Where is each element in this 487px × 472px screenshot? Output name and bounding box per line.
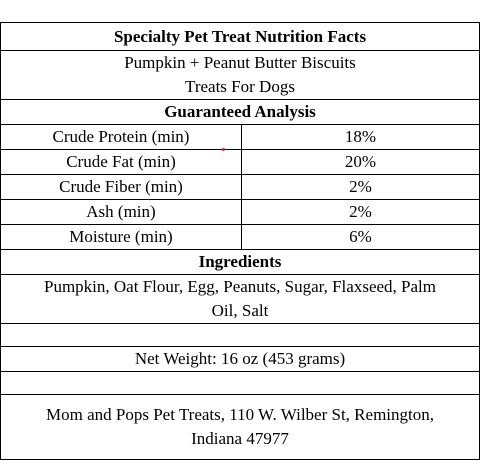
analysis-heading: Guaranteed Analysis [0,99,480,125]
address-line: Mom and Pops Pet Treats, 110 W. Wilber S… [46,405,434,424]
red-marker-dot [222,148,225,151]
product-type: Treats For Dogs [185,77,295,96]
analysis-heading-row: Guaranteed Analysis [0,99,480,125]
nutrition-facts-table: Specialty Pet Treat Nutrition Facts Pump… [0,22,480,460]
ingredients-heading-row: Ingredients [0,249,480,275]
title-row: Specialty Pet Treat Nutrition Facts [0,22,480,51]
ingredients-heading: Ingredients [0,249,480,275]
product-name-cell: Pumpkin + Peanut Butter Biscuits Treats … [0,50,480,100]
ingredients-row: Pumpkin, Oat Flour, Egg, Peanuts, Sugar,… [0,274,480,324]
ingredients-line: Oil, Salt [211,301,269,320]
product-row: Pumpkin + Peanut Butter Biscuits Treats … [0,50,480,100]
analysis-value: 2% [241,174,480,200]
table-title: Specialty Pet Treat Nutrition Facts [0,22,480,51]
analysis-label: Crude Protein (min) [0,124,242,150]
product-name: Pumpkin + Peanut Butter Biscuits [124,53,356,72]
analysis-row: Ash (min) 2% [0,199,480,225]
address-cell: Mom and Pops Pet Treats, 110 W. Wilber S… [0,394,480,460]
analysis-label: Ash (min) [0,199,242,225]
address-line: Indiana 47977 [191,429,289,448]
analysis-value: 20% [241,149,480,175]
analysis-value: 18% [241,124,480,150]
analysis-label: Moisture (min) [0,224,242,250]
blank-cell [0,323,480,347]
analysis-row: Crude Fiber (min) 2% [0,174,480,200]
blank-cell [0,371,480,395]
ingredients-cell: Pumpkin, Oat Flour, Egg, Peanuts, Sugar,… [0,274,480,324]
address-row: Mom and Pops Pet Treats, 110 W. Wilber S… [0,394,480,460]
analysis-row: Crude Protein (min) 18% [0,124,480,150]
net-weight: Net Weight: 16 oz (453 grams) [0,346,480,372]
nutrition-facts-table-wrapper: Specialty Pet Treat Nutrition Facts Pump… [0,22,480,460]
blank-row [0,371,480,395]
analysis-row: Moisture (min) 6% [0,224,480,250]
net-weight-row: Net Weight: 16 oz (453 grams) [0,346,480,372]
analysis-label: Crude Fiber (min) [0,174,242,200]
analysis-label: Crude Fat (min) [0,149,242,175]
blank-row [0,323,480,347]
analysis-row: Crude Fat (min) 20% [0,149,480,175]
ingredients-line: Pumpkin, Oat Flour, Egg, Peanuts, Sugar,… [44,277,436,296]
analysis-value: 6% [241,224,480,250]
analysis-value: 2% [241,199,480,225]
